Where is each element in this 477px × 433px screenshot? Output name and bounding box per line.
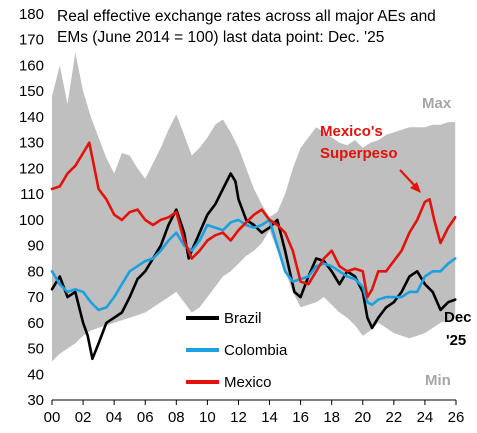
x-tick-label: 08 <box>168 409 185 426</box>
y-tick-label: 30 <box>27 392 44 409</box>
y-tick-label: 140 <box>19 109 44 126</box>
y-tick-label: 160 <box>19 57 44 74</box>
y-axis-ticks: 30 40 50 60 70 80 90 100 110 120 130 140 150 160 170 18… <box>19 6 44 409</box>
series-line-brazil <box>50 172 457 361</box>
band-max-label: Max <box>422 95 452 112</box>
y-tick-label: 150 <box>19 83 44 100</box>
legend-label-brazil: Brazil <box>224 310 262 327</box>
x-tick-label: 02 <box>75 409 92 426</box>
x-tick-label: 04 <box>106 409 123 426</box>
series-lines <box>50 141 457 361</box>
series-line-colombia <box>50 218 457 312</box>
annotation-line-2: Superpeso <box>320 145 398 162</box>
chart-title-line-1: Real effective exchange rates across all… <box>57 8 436 25</box>
max-min-band <box>52 52 456 362</box>
x-tick-label: 14 <box>261 409 278 426</box>
x-tick-label: 10 <box>199 409 216 426</box>
y-tick-label: 80 <box>27 263 44 280</box>
x-tick-label: 26 <box>448 409 465 426</box>
axes: 00 02 04 06 08 10 12 14 16 18 20 22 24 26 30 40 50 60 70 8… <box>19 6 464 426</box>
legend: Brazil Colombia Mexico <box>186 310 288 391</box>
y-tick-label: 40 <box>27 366 44 383</box>
legend-label-colombia: Colombia <box>224 342 288 359</box>
x-tick-label: 06 <box>137 409 154 426</box>
annotation-arrow-shaft <box>399 169 417 188</box>
x-tick-label: 18 <box>323 409 340 426</box>
y-tick-label: 110 <box>20 186 44 203</box>
x-tick-label: 16 <box>292 409 309 426</box>
y-tick-label: 170 <box>19 32 44 49</box>
y-tick-label: 60 <box>27 315 44 332</box>
annotation-line-1: Mexico's <box>320 123 383 140</box>
x-tick-label: 24 <box>417 409 434 426</box>
band-area <box>52 52 456 362</box>
x-tick-label: 22 <box>386 409 403 426</box>
y-tick-label: 50 <box>27 341 44 358</box>
y-tick-label: 70 <box>27 289 44 306</box>
y-tick-label: 90 <box>27 238 44 255</box>
series-line-mexico <box>50 141 457 299</box>
chart-title-line-2: EMs (June 2014 = 100) last data point: D… <box>57 29 384 46</box>
x-tick-label: 20 <box>354 409 371 426</box>
last-point-label-line-2: '25 <box>446 332 466 349</box>
y-tick-label: 180 <box>19 6 44 23</box>
legend-label-mexico: Mexico <box>224 374 272 391</box>
annotation-arrow-head <box>410 182 421 193</box>
x-tick-label: 12 <box>230 409 247 426</box>
y-tick-label: 130 <box>19 135 44 152</box>
x-axis-ticks: 00 02 04 06 08 10 12 14 16 18 20 22 24 26 <box>44 400 465 426</box>
y-tick-label: 100 <box>19 212 44 229</box>
last-point-label-line-1: Dec <box>444 309 472 326</box>
band-min-label: Min <box>425 372 451 389</box>
x-tick-label: 00 <box>44 409 61 426</box>
y-tick-label: 120 <box>19 160 44 177</box>
